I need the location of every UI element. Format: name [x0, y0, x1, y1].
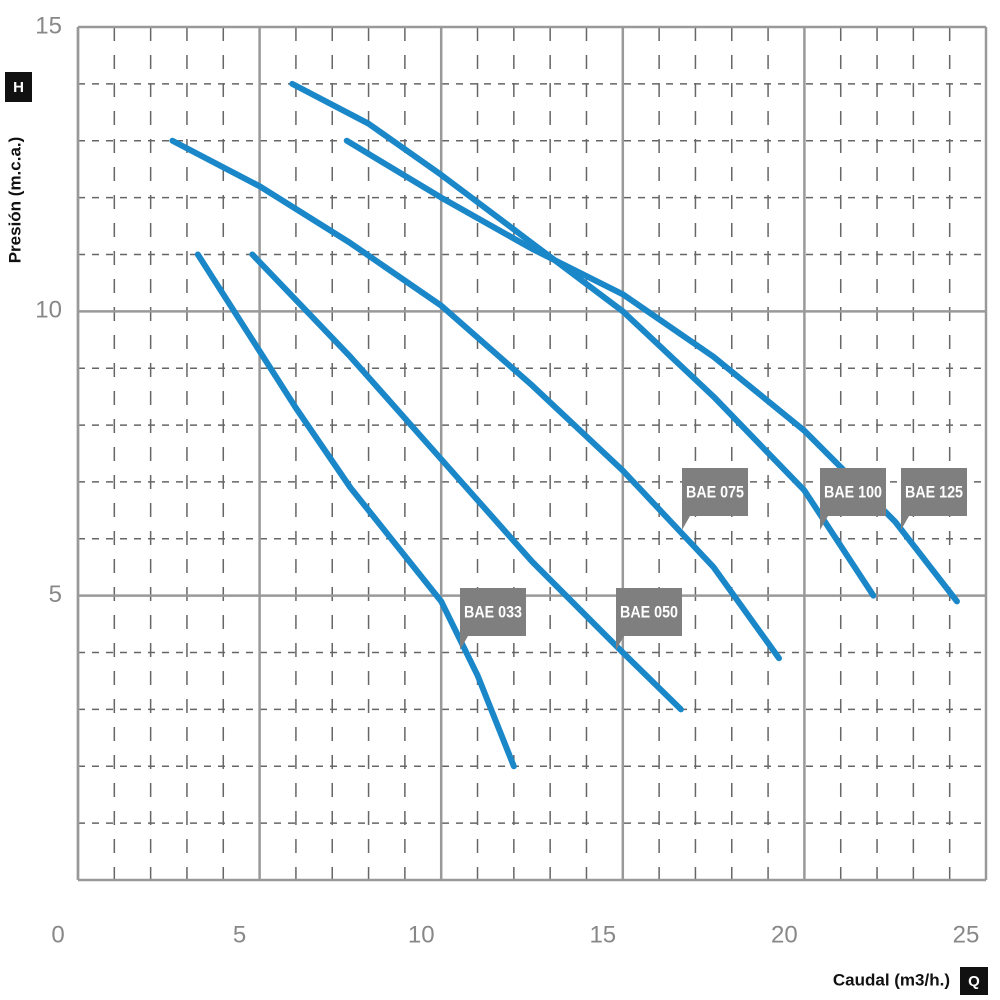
series-line	[194, 251, 517, 770]
series-label-box	[682, 468, 748, 530]
x-tick-label: 20	[771, 921, 798, 948]
series-label-box	[460, 588, 526, 650]
series-label: BAE 050	[620, 602, 678, 621]
series-label: BAE 125	[905, 482, 963, 501]
y-tick-label: 5	[49, 581, 62, 608]
x-tick-label: 5	[233, 921, 246, 948]
x-axis-title: Caudal (m3/h.)	[833, 970, 950, 989]
series-label-box	[616, 588, 682, 650]
x-tick-label: 15	[589, 921, 616, 948]
x-symbol-box	[960, 967, 988, 995]
series-label-box	[901, 468, 967, 530]
series-label-box	[820, 468, 886, 530]
x-tick-label: 10	[408, 921, 435, 948]
y-symbol-box	[5, 72, 32, 102]
y-axis-title: Presión (m.c.a.)	[5, 137, 24, 264]
series-line	[289, 80, 877, 599]
x-tick-label: 0	[51, 921, 64, 948]
series-line	[249, 251, 684, 713]
y-symbol: H	[13, 79, 24, 96]
series-line	[169, 137, 782, 662]
series-label: BAE 033	[464, 602, 522, 621]
series-line	[343, 137, 960, 605]
series-label: BAE 100	[824, 482, 882, 501]
x-tick-label: 25	[953, 921, 980, 948]
y-tick-label: 15	[35, 12, 62, 39]
y-tick-label: 10	[35, 297, 62, 324]
series-label: BAE 075	[686, 482, 744, 501]
x-symbol: Q	[968, 973, 980, 990]
